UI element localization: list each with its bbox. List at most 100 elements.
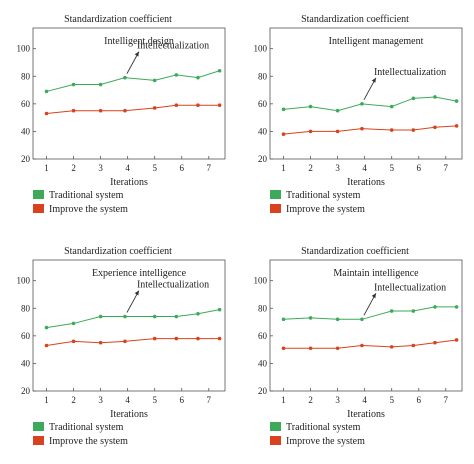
y-tick-label: 40 [21,358,31,368]
x-tick-label: 7 [444,395,449,405]
legend-label-traditional: Traditional system [286,422,361,433]
series-line-improved [283,125,457,135]
chart-panel-experience-intelligence: Standardization coefficient 20 40 60 80 100 1 2… [0,232,237,464]
x-axis-label: Iterations [110,409,148,420]
y-tick-label: 100 [254,44,268,54]
y-tick-label: 60 [21,99,31,109]
y-tick-label: 100 [17,44,31,54]
data-point-traditional [174,314,179,319]
legend-swatch-improved [33,436,44,445]
data-point-traditional [174,73,179,77]
x-tick-label: 6 [179,163,184,173]
x-tick-label: 2 [71,395,76,405]
series-line-traditional [283,306,457,320]
data-point-improved [360,126,364,131]
x-tick-label: 5 [152,163,157,173]
data-point-traditional [335,317,340,322]
data-point-improved [44,111,49,116]
x-tick-label: 5 [389,163,394,173]
data-point-traditional [433,95,437,99]
data-point-improved [308,346,313,351]
chart-title: Standardization coefficient [301,14,409,25]
plot-frame [32,27,226,160]
inner-title: Experience intelligence [92,268,187,279]
data-point-improved [411,343,416,348]
data-point-improved [71,108,76,113]
data-point-improved [411,128,416,132]
y-tick-label: 60 [21,331,31,341]
data-point-improved [360,343,364,348]
y-tick-label: 80 [258,71,268,81]
series-line-improved [46,338,220,346]
y-tick-label: 80 [21,71,31,81]
chart-svg: Standardization coefficient 20 40 60 80 100 1 2… [254,14,463,215]
data-point-traditional [308,316,313,320]
data-point-improved [123,108,127,113]
chart-panel-intelligent-management: Standardization coefficient 20 40 60 80 100 1 2… [237,0,474,232]
y-tick-label: 40 [21,126,31,136]
y-tick-label: 100 [254,276,268,286]
data-point-improved [152,336,157,341]
x-tick-label: 2 [308,395,313,405]
data-point-improved [281,132,286,136]
series-line-traditional [283,96,457,112]
x-tick-label: 6 [416,163,421,173]
data-point-improved [454,124,459,128]
x-tick-label: 1 [281,395,286,405]
data-point-traditional [411,96,416,101]
data-point-improved [174,336,179,341]
data-point-improved [123,339,127,344]
y-tick-label: 20 [258,154,268,164]
chart-title: Standardization coefficient [301,246,409,257]
plot-frame [32,259,226,392]
x-axis-label: Iterations [347,177,385,188]
inner-title: Maintain intelligence [333,268,419,279]
x-axis-label: Iterations [110,177,148,188]
series-line-improved [283,339,457,349]
data-point-traditional [123,75,127,80]
x-axis-label: Iterations [347,409,385,420]
data-point-traditional [454,99,459,103]
data-point-traditional [44,89,49,94]
annotation-arrow-head [134,290,139,296]
annotation-arrow-head [371,77,376,83]
data-point-traditional [389,104,394,109]
chart-svg: Standardization coefficient 20 40 60 80 100 1 2… [17,246,226,447]
data-point-traditional [281,317,286,322]
series-line-improved [46,104,220,114]
data-point-traditional [308,104,313,109]
legend-swatch-improved [270,204,281,213]
legend-swatch-improved [33,204,44,213]
data-point-traditional [360,102,364,106]
data-point-improved [433,340,437,345]
data-point-traditional [196,311,200,316]
legend-label-improved: Improve the system [49,204,128,215]
x-tick-label: 6 [179,395,184,405]
annotation-arrow-head [371,293,376,299]
x-tick-label: 2 [308,163,313,173]
plot-frame [269,259,463,392]
chart-panel-maintain-intelligence: Standardization coefficient 20 40 60 80 100 1 2… [237,232,474,464]
data-point-improved [433,125,437,130]
y-tick-label: 20 [21,386,31,396]
data-point-traditional [454,305,459,309]
data-point-improved [389,128,394,132]
series-line-traditional [46,309,220,329]
data-point-improved [98,340,103,345]
x-tick-label: 7 [207,163,212,173]
data-point-improved [152,106,157,110]
x-tick-label: 5 [152,395,157,405]
legend-label-traditional: Traditional system [49,422,124,433]
legend-swatch-improved [270,436,281,445]
annotation-text: Intellectualization [137,41,209,52]
data-point-traditional [44,325,49,330]
x-tick-label: 3 [98,163,103,173]
y-tick-label: 60 [258,99,268,109]
x-tick-label: 5 [389,395,394,405]
data-point-improved [174,103,179,108]
legend-swatch-traditional [33,190,44,199]
x-tick-label: 1 [44,395,49,405]
y-tick-label: 80 [258,303,268,313]
legend-label-traditional: Traditional system [49,190,124,201]
x-tick-label: 4 [125,395,130,405]
